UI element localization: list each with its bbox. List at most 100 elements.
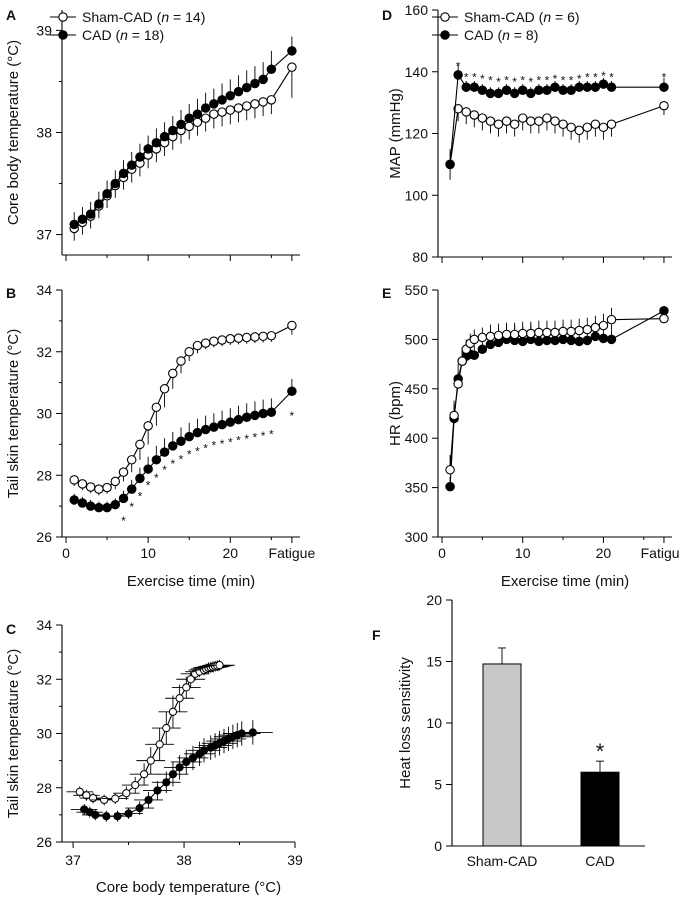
data-point: [126, 160, 137, 170]
significance-star: *: [596, 739, 605, 764]
data-point: [94, 502, 104, 513]
y-tick-label: 450: [405, 381, 429, 397]
data-point: [606, 334, 617, 345]
data-point: [526, 116, 536, 126]
data-point: [534, 327, 544, 338]
x-axis-title: Exercise time (min): [501, 573, 629, 590]
significance-star: *: [456, 60, 461, 74]
data-point: [517, 113, 528, 123]
data-point: [162, 778, 171, 787]
data-point: [159, 131, 170, 142]
data-point: [477, 332, 488, 343]
data-point: [131, 780, 140, 790]
data-point: [192, 340, 203, 351]
y-tick-label: 30: [36, 726, 52, 742]
y-tick-label: 26: [36, 834, 52, 850]
data-point: [241, 101, 252, 111]
data-point: [176, 119, 186, 130]
data-point: [590, 322, 601, 333]
data-point: [517, 336, 528, 347]
significance-star: *: [179, 452, 184, 466]
y-tick-label: 26: [36, 529, 52, 545]
data-point: [192, 117, 203, 128]
data-point: [550, 327, 560, 338]
data-point: [606, 119, 617, 129]
data-point: [225, 417, 236, 427]
y-tick-label: 100: [405, 187, 429, 203]
data-point: [143, 144, 153, 154]
significance-star: *: [244, 432, 249, 446]
x-tick-label: 20: [596, 545, 612, 561]
data-point: [550, 82, 560, 92]
legend-marker-filled: [58, 30, 68, 40]
data-point: [258, 331, 268, 342]
data-point: [477, 113, 488, 123]
data-point: [542, 335, 552, 346]
data-point: [200, 103, 211, 113]
y-tick-label: 10: [426, 715, 442, 731]
data-point: [110, 499, 121, 510]
data-point: [266, 64, 277, 74]
data-point: [485, 331, 496, 342]
data-point: [574, 336, 584, 347]
data-point: [143, 421, 153, 431]
bar-sham-cad: [482, 663, 522, 847]
data-point: [151, 402, 162, 413]
data-point: [102, 482, 112, 493]
data-point: [225, 91, 236, 101]
data-point: [566, 122, 576, 133]
data-point: [445, 159, 455, 170]
y-tick-label: 20: [426, 592, 442, 608]
significance-star: *: [561, 73, 566, 87]
y-tick-label: 32: [36, 671, 52, 687]
y-tick-label: 160: [405, 2, 429, 18]
significance-star: *: [662, 70, 667, 84]
data-point: [122, 789, 131, 798]
y-tick-label: 34: [36, 282, 52, 298]
significance-star: *: [480, 72, 485, 86]
data-point: [250, 410, 260, 421]
significance-star: *: [261, 429, 266, 443]
y-axis-title: Tail skin temperature (°C): [5, 649, 22, 818]
data-point: [250, 78, 260, 89]
x-tick-label: 20: [222, 545, 238, 561]
data-point: [200, 338, 211, 348]
y-tick-label: 34: [36, 617, 52, 633]
panel-letter: B: [6, 285, 16, 301]
data-point: [233, 103, 244, 113]
data-point: [151, 137, 162, 148]
significance-star: *: [553, 72, 558, 86]
data-point: [501, 329, 512, 340]
y-tick-label: 39: [36, 22, 52, 38]
data-point: [209, 109, 219, 119]
data-point: [250, 332, 260, 342]
y-axis-title: Core body temperature (°C): [5, 40, 22, 225]
significance-star: *: [253, 431, 258, 445]
data-point: [188, 753, 198, 763]
category-label: CAD: [585, 853, 615, 869]
significance-star: *: [496, 75, 501, 89]
data-point: [501, 116, 512, 126]
y-tick-label: 80: [412, 249, 428, 265]
data-point: [209, 422, 219, 432]
data-point: [135, 152, 145, 162]
significance-star: *: [146, 479, 151, 493]
data-point: [457, 356, 467, 366]
data-point: [184, 431, 194, 442]
data-point: [461, 107, 471, 117]
data-point: [606, 314, 617, 325]
data-point: [606, 82, 617, 92]
data-point: [155, 740, 164, 749]
data-point: [102, 502, 112, 513]
series-line-to-fatigue: [611, 105, 665, 125]
panel-f-heat-loss-bars: 0 5 10 15 20 Heat loss sensitivity F Sham-CAD CA…: [372, 592, 645, 869]
data-point: [182, 757, 191, 767]
legend-marker-open: [58, 12, 68, 22]
x-tick-label: 38: [176, 852, 192, 868]
significance-star: *: [162, 463, 167, 477]
data-point: [184, 346, 194, 357]
legend-cad-d: CAD (n = 8): [464, 27, 538, 43]
data-point-fatigue: [287, 320, 297, 331]
data-point: [151, 455, 162, 465]
data-point-fatigue: [287, 62, 297, 72]
